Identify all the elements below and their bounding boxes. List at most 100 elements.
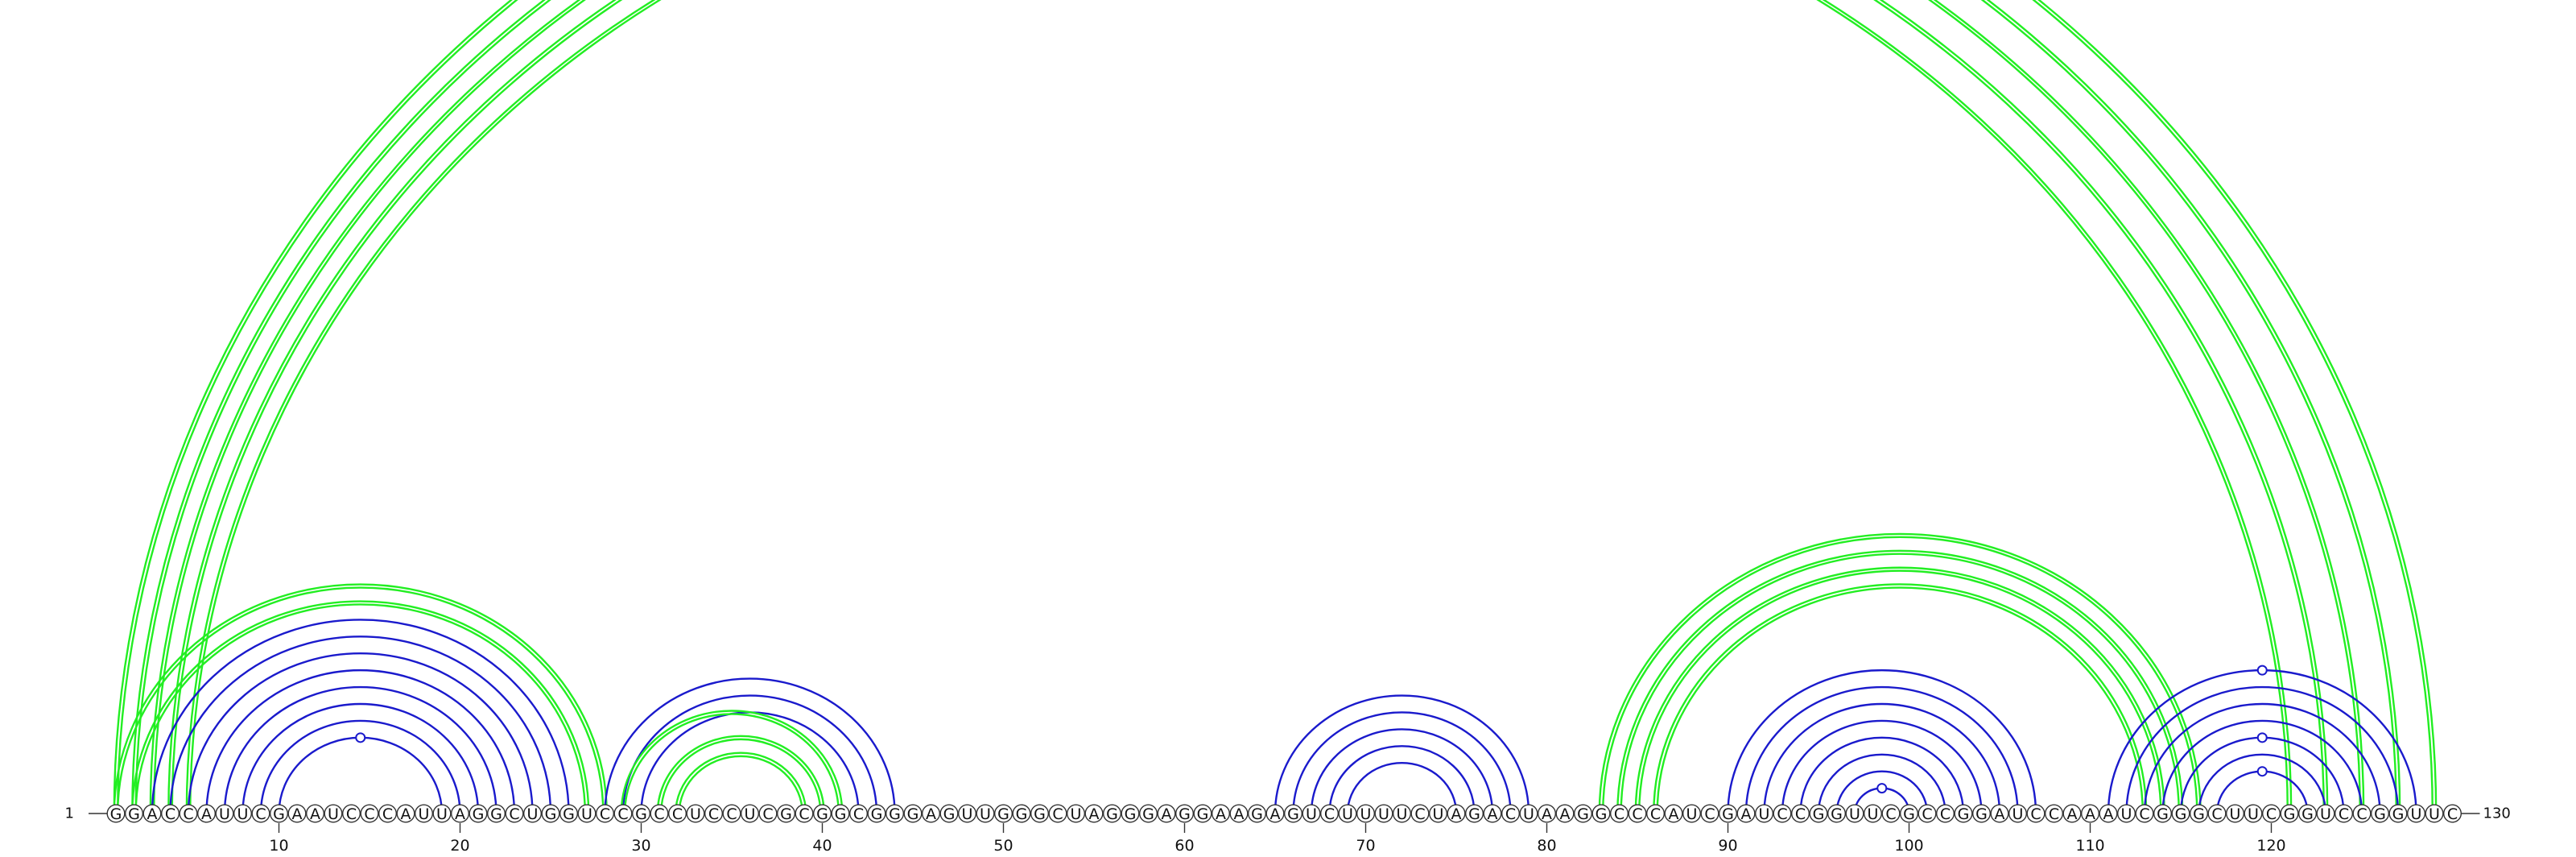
nucleotide-53: C: [1048, 804, 1067, 823]
nucleotide-letter: U: [328, 805, 339, 823]
nucleotide-circle: [2261, 804, 2281, 823]
nucleotide-letter: U: [1433, 805, 1444, 823]
nucleotide-letter: U: [1397, 805, 1408, 823]
nucleotide-circle: [2099, 804, 2118, 823]
nucleotide-circle: [1790, 804, 1810, 823]
arc-31-40: [660, 738, 822, 814]
nucleotide-circle: [848, 804, 868, 823]
tick-label-60: 60: [1174, 837, 1194, 855]
nucleotide-22: G: [487, 804, 506, 823]
nucleotide-110: A: [2080, 804, 2099, 823]
start-label: 1: [65, 805, 74, 822]
nucleotide-21: G: [469, 804, 488, 823]
nucleotide-circle: [1682, 804, 1701, 823]
nucleotide-circle: [1193, 804, 1212, 823]
arc-3-125: [149, 0, 2365, 814]
arc-69-75: [1346, 762, 1458, 814]
nucleotide-letter: G: [1197, 805, 1209, 823]
nucleotide-letter: U: [237, 805, 249, 823]
nucleotide-123: U: [2316, 804, 2335, 823]
nucleotide-61: G: [1193, 804, 1212, 823]
nucleotide-78: C: [1501, 804, 1520, 823]
nucleotide-circle: [939, 804, 959, 823]
nucleotide-letter: C: [2139, 805, 2149, 823]
arc-10-19: [278, 736, 444, 814]
nucleotide-circle: [2116, 804, 2136, 823]
nucleotide-85: C: [1628, 804, 1647, 823]
nucleotide-28: C: [596, 804, 615, 823]
nucleotide-31: C: [650, 804, 669, 823]
nucleotide-circle: [1555, 804, 1575, 823]
nucleotide-105: A: [1990, 804, 2009, 823]
nucleotide-circle: [1265, 804, 1285, 823]
position-axis: 10 20 30 40 50 60 70 80 90 100 110 120: [269, 823, 2286, 855]
nucleotide-letter: G: [563, 805, 575, 823]
nucleotide-letter: C: [1650, 805, 1661, 823]
nucleotide-circle: [1863, 804, 1882, 823]
nucleotide-17: A: [396, 804, 415, 823]
nucleotide-letter: C: [762, 805, 773, 823]
nucleotide-69: U: [1338, 804, 1357, 823]
nucleotide-56: G: [1102, 804, 1121, 823]
nucleotide-circle: [523, 804, 543, 823]
nucleotide-letter: G: [1468, 805, 1480, 823]
nucleotide-letter: C: [617, 805, 628, 823]
arc-marker-6: [2256, 766, 2268, 777]
nucleotide-57: G: [1121, 804, 1140, 823]
nucleotide-letter: U: [690, 805, 701, 823]
tick-label-70: 70: [1356, 837, 1375, 855]
nucleotide-letter: G: [835, 805, 847, 823]
nucleotide-letter: U: [1759, 805, 1770, 823]
nucleotide-circle: [1102, 804, 1121, 823]
nucleotide-130: C: [2442, 804, 2462, 823]
nucleotide-120: C: [2261, 804, 2281, 823]
nucleotide-19: U: [432, 804, 452, 823]
nucleotide-39: C: [795, 804, 814, 823]
nucleotide-3: A: [142, 804, 162, 823]
nucleotide-letter: A: [2103, 805, 2114, 823]
arc-4-25: [169, 636, 552, 814]
nucleotide-circle: [1084, 804, 1104, 823]
nucleotide-93: C: [1773, 804, 1792, 823]
nucleotide-circle: [1501, 804, 1520, 823]
arc-85-114: [1634, 566, 2165, 814]
nucleotide-circle: [1628, 804, 1647, 823]
nucleotide-letter: U: [2121, 805, 2132, 823]
nucleotide-letter: C: [255, 805, 266, 823]
nucleotide-79: U: [1519, 804, 1538, 823]
nucleotide-circle: [1483, 804, 1502, 823]
nucleotide-117: C: [2207, 804, 2227, 823]
arc-86-113: [1653, 583, 2148, 814]
nucleotide-circle: [1356, 804, 1375, 823]
nucleotide-circle: [1174, 804, 1194, 823]
arc-28-44: [604, 677, 896, 814]
nucleotide-circle: [831, 804, 850, 823]
nucleotide-letter: A: [401, 805, 411, 823]
arc-91-106: [1744, 685, 2019, 814]
nucleotide-circle: [993, 804, 1013, 823]
nucleotide-27: U: [577, 804, 597, 823]
nucleotide-letter: G: [907, 805, 919, 823]
nucleotide-letter: G: [871, 805, 883, 823]
nucleotide-circle: [2171, 804, 2190, 823]
nucleotide-letter: A: [455, 805, 465, 823]
nucleotide-letter: C: [2339, 805, 2349, 823]
nucleotide-circle: [487, 804, 506, 823]
nucleotide-letter: G: [2392, 805, 2405, 823]
nucleotide-letter: U: [2248, 805, 2259, 823]
nucleotide-103: G: [1954, 804, 1973, 823]
nucleotide-118: U: [2225, 804, 2244, 823]
nucleotide-letter: U: [2411, 805, 2422, 823]
nucleotide-letter: C: [1632, 805, 1642, 823]
nucleotide-letter: G: [943, 805, 956, 823]
nucleotide-circle: [1899, 804, 1918, 823]
arc-marker-3: [1876, 783, 1888, 794]
nucleotide-circle: [196, 804, 216, 823]
nucleotide-letter: C: [799, 805, 809, 823]
nucleotide-letter: G: [1958, 805, 1970, 823]
nucleotide-letter: G: [1577, 805, 1589, 823]
nucleotide-circle: [469, 804, 488, 823]
nucleotide-letter: U: [962, 805, 973, 823]
nucleotide-circle: [505, 804, 524, 823]
nucleotide-letter: U: [1306, 805, 1317, 823]
